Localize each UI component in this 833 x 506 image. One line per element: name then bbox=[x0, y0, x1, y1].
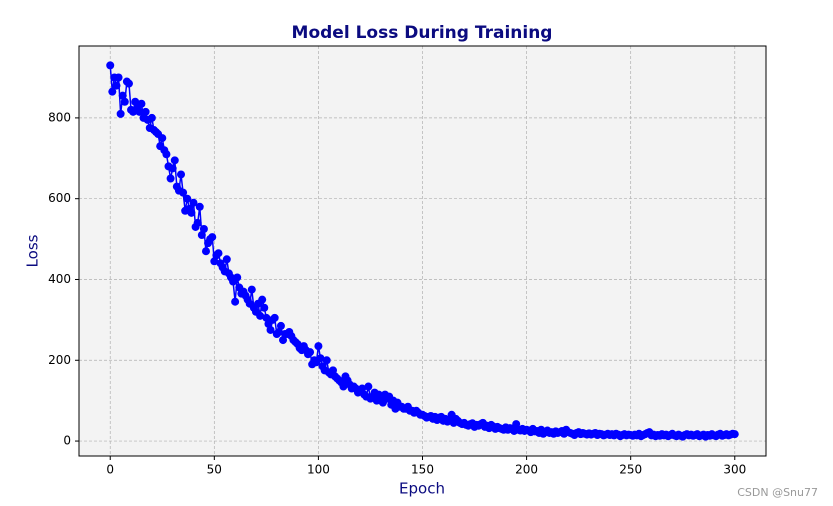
loss-point bbox=[339, 382, 348, 391]
loss-point bbox=[197, 231, 206, 240]
y-tick-label: 0 bbox=[63, 434, 71, 448]
loss-point bbox=[214, 249, 223, 258]
loss-point bbox=[274, 327, 283, 336]
loss-point bbox=[364, 382, 373, 391]
loss-point bbox=[201, 247, 210, 256]
loss-point bbox=[256, 311, 265, 320]
loss-point bbox=[266, 325, 275, 334]
loss-point bbox=[187, 208, 196, 217]
loss-point bbox=[270, 313, 279, 322]
loss-point bbox=[314, 342, 323, 351]
loss-point bbox=[120, 97, 129, 106]
loss-point bbox=[162, 150, 171, 159]
watermark: CSDN @Snu77 bbox=[737, 486, 818, 499]
y-tick-label: 400 bbox=[48, 272, 71, 286]
loss-point bbox=[730, 430, 739, 439]
loss-point bbox=[108, 87, 117, 96]
loss-point bbox=[141, 107, 150, 116]
loss-point bbox=[208, 233, 217, 242]
loss-point bbox=[328, 366, 337, 375]
x-tick-label: 0 bbox=[106, 463, 114, 477]
loss-point bbox=[158, 134, 167, 143]
loss-point bbox=[374, 390, 383, 399]
loss-point bbox=[260, 303, 269, 312]
loss-point bbox=[168, 164, 177, 173]
plot-frame bbox=[78, 45, 767, 457]
loss-point bbox=[170, 156, 179, 165]
x-axis-label: Epoch bbox=[399, 480, 445, 498]
x-tick-label: 250 bbox=[619, 463, 642, 477]
y-tick-label: 200 bbox=[48, 353, 71, 367]
loss-point bbox=[131, 97, 140, 106]
x-tick-label: 100 bbox=[307, 463, 330, 477]
loss-point bbox=[262, 313, 271, 322]
loss-point bbox=[258, 295, 267, 304]
x-tick-label: 200 bbox=[515, 463, 538, 477]
loss-point bbox=[193, 218, 202, 227]
loss-point bbox=[106, 61, 115, 70]
loss-point bbox=[116, 109, 125, 118]
loss-point bbox=[195, 202, 204, 211]
loss-point bbox=[166, 174, 175, 183]
loss-point bbox=[222, 255, 231, 264]
loss-point bbox=[147, 113, 156, 122]
loss-point bbox=[179, 188, 188, 197]
loss-point bbox=[233, 273, 242, 282]
loss-point bbox=[279, 336, 288, 345]
loss-point bbox=[112, 81, 121, 90]
loss-point bbox=[199, 224, 208, 233]
loss-point bbox=[135, 107, 144, 116]
x-tick-label: 50 bbox=[207, 463, 222, 477]
loss-point bbox=[114, 73, 123, 82]
loss-point bbox=[358, 384, 367, 393]
loss-point bbox=[306, 348, 315, 357]
loss-point bbox=[247, 285, 256, 294]
loss-point bbox=[124, 79, 133, 88]
chart-title: Model Loss During Training bbox=[292, 23, 553, 43]
loss-point bbox=[183, 194, 192, 203]
loss-point bbox=[189, 198, 198, 207]
y-axis-label: Loss bbox=[24, 234, 42, 267]
x-tick-label: 300 bbox=[723, 463, 746, 477]
loss-point bbox=[276, 321, 285, 330]
loss-point bbox=[210, 257, 219, 266]
loss-point bbox=[322, 356, 331, 365]
loss-point bbox=[118, 91, 127, 100]
loss-point bbox=[231, 297, 240, 306]
loss-point bbox=[137, 99, 146, 108]
loss-point bbox=[316, 354, 325, 363]
x-tick-label: 150 bbox=[411, 463, 434, 477]
loss-point bbox=[177, 170, 186, 179]
y-tick-label: 600 bbox=[48, 191, 71, 205]
y-tick-label: 800 bbox=[48, 110, 71, 124]
